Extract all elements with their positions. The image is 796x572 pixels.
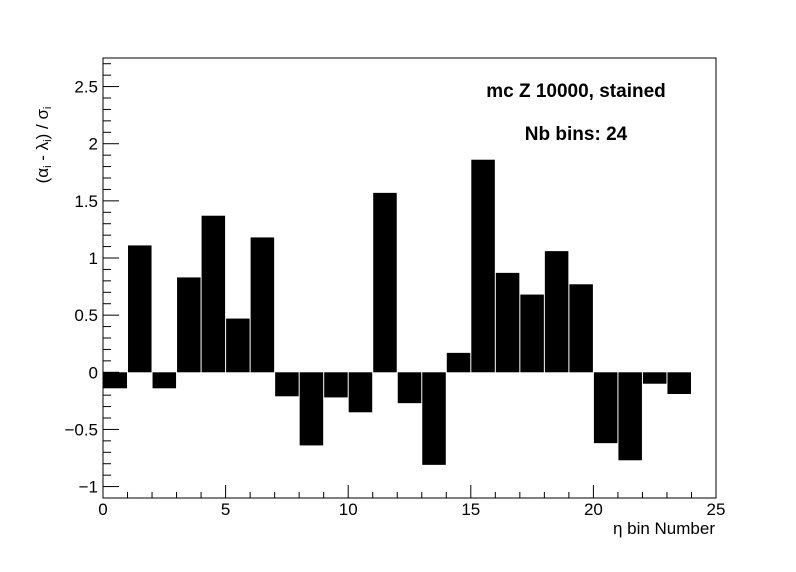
bar-bin-0 (103, 372, 128, 389)
y-title-subscript: i (42, 107, 54, 109)
bar-bin-21 (618, 372, 642, 461)
y-tick-label: −1 (79, 478, 98, 497)
bar-bin-3 (177, 277, 201, 373)
y-tick-label: 2 (89, 135, 98, 154)
bar-bin-6 (250, 237, 275, 373)
annotation-sample: mc Z 10000, stained (486, 81, 666, 102)
bar-bin-12 (397, 372, 422, 404)
bar-bin-17 (520, 294, 544, 373)
x-tick-label: 20 (584, 500, 603, 519)
y-tick-label: 1 (89, 249, 98, 268)
bar-bin-16 (495, 272, 520, 373)
x-tick-label: 25 (707, 500, 726, 519)
bar-bin-4 (201, 215, 226, 373)
bar-bin-9 (324, 372, 348, 398)
bar-bin-11 (373, 192, 397, 373)
bar-bin-1 (128, 245, 152, 373)
x-axis: 0 5 10 15 20 25 (98, 485, 725, 519)
y-title-subscript: i (42, 165, 54, 167)
bar-bin-8 (299, 372, 324, 446)
x-axis-title: η bin Number (613, 519, 715, 538)
bar-bin-7 (275, 372, 299, 397)
bar-bin-19 (569, 284, 593, 373)
bar-bin-14 (446, 352, 471, 373)
x-tick-label: 5 (221, 500, 230, 519)
annotation-bins: Nb bins: 24 (525, 124, 628, 145)
y-axis: −1 −0.5 0 0.5 1 1.5 2 2.5 (64, 63, 119, 499)
bar-bin-2 (152, 372, 177, 389)
y-title-subscript: i (42, 139, 54, 141)
bar-bin-10 (348, 372, 373, 413)
bar-bin-23 (667, 372, 691, 394)
bar-bin-13 (422, 372, 446, 465)
bar-bin-20 (593, 372, 618, 444)
bar-bin-22 (642, 372, 667, 384)
plot-frame (102, 57, 717, 499)
x-tick-label: 15 (461, 500, 480, 519)
y-title-part: - λ (33, 141, 52, 165)
bar-bin-5 (226, 318, 250, 373)
x-tick-label: 10 (339, 500, 358, 519)
y-tick-label: 0 (89, 363, 98, 382)
y-axis-title: (αi - λi) / σi (33, 107, 54, 184)
bars-group (103, 159, 691, 465)
y-tick-label: 0.5 (74, 306, 98, 325)
y-tick-label: −0.5 (64, 420, 98, 439)
y-title-part: (α (33, 168, 52, 184)
x-tick-label: 0 (98, 500, 107, 519)
y-title-part: ) / σ (33, 109, 52, 140)
y-tick-label: 2.5 (74, 78, 98, 97)
bar-bin-15 (471, 159, 495, 373)
bar-bin-18 (544, 251, 569, 373)
y-tick-label: 1.5 (74, 192, 98, 211)
